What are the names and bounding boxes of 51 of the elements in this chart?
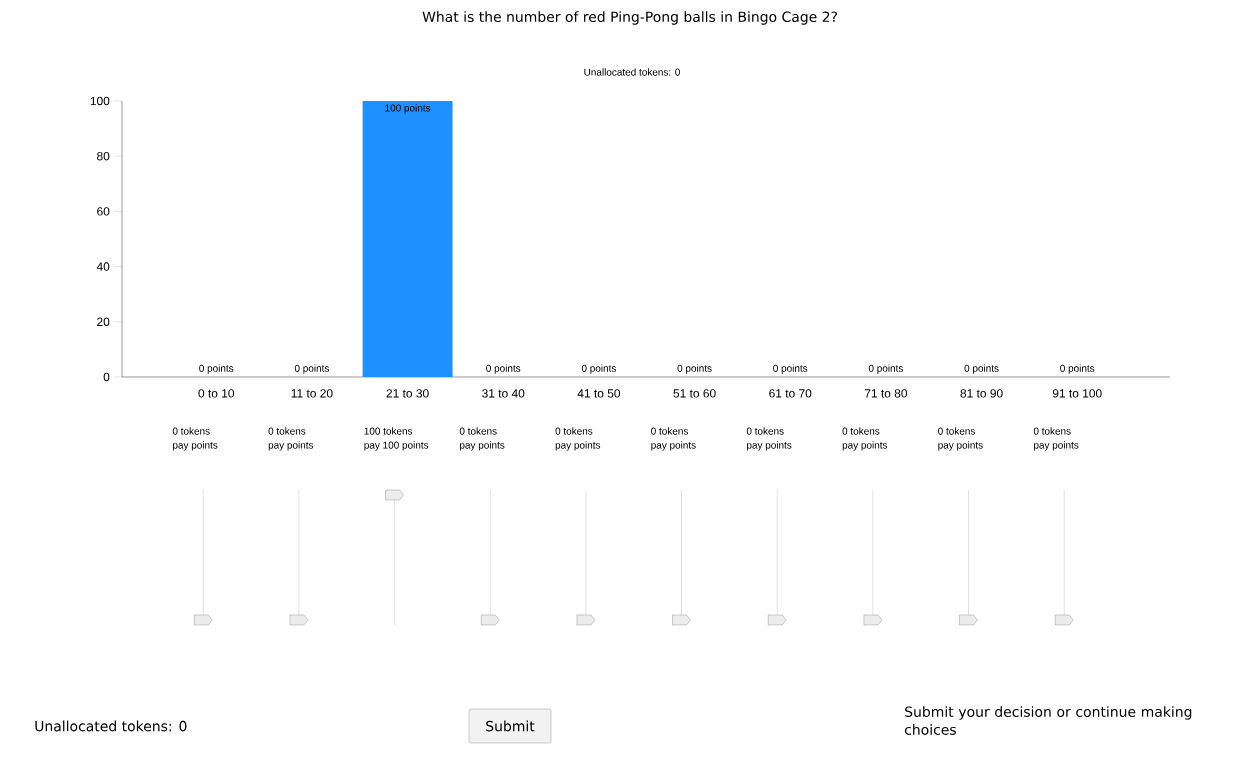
data-label: 0 points bbox=[677, 364, 712, 374]
x-tick-label: 21 to 30 bbox=[386, 389, 429, 398]
y-tick-label: 100 bbox=[90, 96, 110, 106]
text: pay points bbox=[268, 441, 314, 451]
chart-title: What is the number of red Ping-Pong balls in Bingo Cage 2? bbox=[422, 11, 837, 25]
text: pay 100 points bbox=[364, 441, 429, 451]
text: pay points bbox=[555, 441, 601, 451]
text: pay points bbox=[747, 441, 792, 451]
text: Submit your decision or continue making choices bbox=[904, 706, 1192, 735]
text: 0 tokens bbox=[459, 427, 497, 435]
x-tick-label: 81 to 90 bbox=[960, 389, 1003, 398]
y-tick-label: 40 bbox=[96, 262, 110, 271]
text: 0 tokens bbox=[555, 427, 593, 435]
text: 0 tokens bbox=[172, 427, 210, 435]
text: pay points bbox=[842, 441, 888, 451]
text: pay points bbox=[460, 441, 505, 451]
y-tick-label: 20 bbox=[97, 317, 110, 327]
data-label: 0 points bbox=[199, 364, 234, 374]
text: Submit bbox=[486, 720, 535, 732]
y-tick-label: 0 bbox=[103, 372, 110, 382]
text: pay points bbox=[173, 441, 218, 451]
x-tick-label: 31 to 40 bbox=[482, 389, 525, 398]
data-label: 0 points bbox=[581, 364, 616, 374]
data-label: 0 points bbox=[486, 364, 521, 374]
text: 100 tokens bbox=[364, 427, 413, 435]
text: 0 tokens bbox=[268, 427, 306, 435]
chart-subtitle: Unallocated tokens: 0 bbox=[584, 68, 680, 76]
text: 0 tokens bbox=[651, 427, 688, 435]
text: 0 tokens bbox=[746, 427, 784, 435]
y-tick-label: 60 bbox=[97, 207, 110, 216]
data-label: 0 points bbox=[773, 364, 808, 374]
text: 0 tokens bbox=[842, 427, 880, 435]
text: pay points bbox=[938, 441, 983, 451]
x-tick-label: 61 to 70 bbox=[769, 389, 812, 398]
text: Unallocated tokens: 0 bbox=[35, 720, 187, 732]
y-tick-label: 80 bbox=[97, 151, 110, 161]
data-label: 100 points bbox=[385, 104, 431, 114]
text: pay points bbox=[1034, 441, 1079, 451]
data-label: 0 points bbox=[964, 364, 999, 374]
data-label: 0 points bbox=[1060, 364, 1095, 374]
x-tick-label: 11 to 20 bbox=[291, 389, 333, 398]
x-tick-label: 51 to 60 bbox=[673, 389, 716, 398]
x-tick-label: 71 to 80 bbox=[864, 389, 908, 398]
data-label: 0 points bbox=[294, 364, 329, 374]
x-tick-label: 0 to 10 bbox=[198, 389, 235, 398]
text: 0 tokens bbox=[938, 427, 975, 435]
text: 0 tokens bbox=[1033, 427, 1071, 435]
data-label: 0 points bbox=[868, 364, 903, 374]
x-tick-label: 41 to 50 bbox=[577, 389, 621, 398]
x-tick-label: 91 to 100 bbox=[1052, 389, 1102, 398]
text: pay points bbox=[651, 441, 696, 451]
